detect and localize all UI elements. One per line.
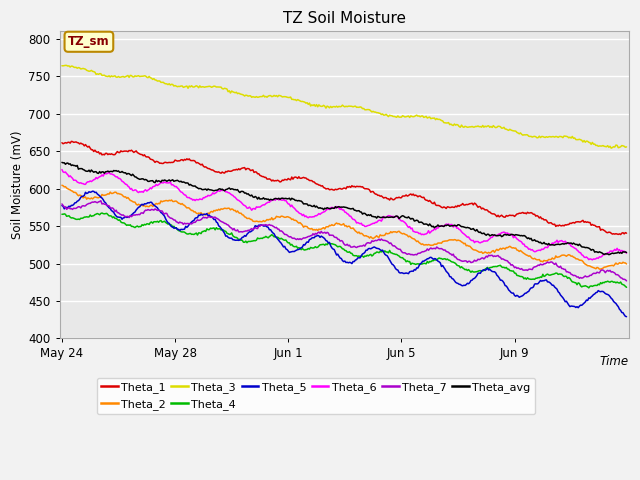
Theta_4 — [235, 237, 243, 243]
Theta_3 — [474, 123, 482, 129]
Theta_2 — [571, 254, 579, 260]
Theta_7 — [235, 229, 243, 235]
Theta_1 — [235, 166, 243, 172]
Theta_avg — [234, 187, 241, 192]
Theta_5 — [89, 188, 97, 194]
Theta_6 — [296, 211, 304, 216]
Theta_6 — [473, 239, 481, 244]
Theta_2 — [234, 208, 241, 214]
Theta_6 — [401, 220, 409, 226]
Theta_1 — [375, 192, 383, 198]
Theta_avg — [605, 252, 612, 258]
Theta_4 — [375, 250, 383, 255]
Theta_1 — [403, 192, 410, 198]
Theta_1 — [58, 140, 66, 145]
Theta_1 — [67, 139, 75, 144]
Theta_2 — [296, 220, 304, 226]
Theta_5 — [298, 245, 305, 251]
Title: TZ Soil Moisture: TZ Soil Moisture — [283, 11, 406, 26]
Theta_6 — [571, 245, 579, 251]
Theta_3 — [623, 144, 630, 150]
Theta_7 — [572, 273, 580, 279]
Theta_3 — [607, 145, 615, 151]
Theta_avg — [623, 250, 630, 255]
Theta_5 — [474, 270, 482, 276]
Theta_6 — [374, 218, 381, 224]
Theta_3 — [298, 98, 305, 104]
Line: Theta_6: Theta_6 — [62, 169, 627, 260]
Text: Time: Time — [600, 355, 629, 368]
Theta_6 — [58, 167, 66, 172]
Theta_2 — [473, 248, 481, 253]
Theta_1 — [623, 230, 630, 236]
Theta_avg — [374, 214, 381, 219]
Theta_7 — [298, 237, 305, 242]
Theta_7 — [403, 251, 410, 256]
Theta_4 — [623, 285, 630, 290]
Theta_7 — [474, 256, 482, 262]
Theta_7 — [375, 236, 383, 242]
Line: Theta_1: Theta_1 — [62, 142, 627, 235]
Theta_6 — [589, 257, 596, 263]
Line: Theta_5: Theta_5 — [62, 191, 627, 317]
Theta_5 — [235, 238, 243, 243]
Theta_5 — [403, 270, 410, 276]
Theta_avg — [571, 241, 579, 247]
Line: Theta_4: Theta_4 — [62, 213, 627, 288]
Theta_2 — [596, 266, 604, 272]
Text: TZ_sm: TZ_sm — [68, 35, 109, 48]
Theta_1 — [572, 219, 580, 225]
Theta_7 — [97, 198, 105, 204]
Line: Theta_avg: Theta_avg — [62, 162, 627, 255]
Line: Theta_2: Theta_2 — [62, 185, 627, 269]
Theta_7 — [58, 201, 66, 207]
Theta_4 — [474, 268, 482, 274]
Theta_avg — [58, 159, 66, 165]
Theta_4 — [98, 210, 106, 216]
Theta_1 — [474, 204, 482, 210]
Theta_4 — [572, 280, 580, 286]
Theta_2 — [374, 234, 381, 240]
Theta_6 — [234, 197, 241, 203]
Theta_4 — [58, 211, 66, 217]
Theta_1 — [617, 232, 625, 238]
Theta_2 — [623, 261, 630, 267]
Theta_2 — [401, 231, 409, 237]
Theta_7 — [623, 278, 630, 284]
Theta_5 — [572, 305, 580, 311]
Y-axis label: Soil Moisture (mV): Soil Moisture (mV) — [11, 131, 24, 239]
Theta_5 — [58, 203, 66, 208]
Theta_1 — [298, 175, 305, 181]
Theta_4 — [403, 259, 410, 264]
Theta_5 — [375, 246, 383, 252]
Theta_4 — [585, 285, 593, 291]
Theta_3 — [235, 90, 243, 96]
Theta_avg — [296, 198, 304, 204]
Theta_3 — [58, 63, 66, 69]
Theta_3 — [375, 110, 383, 116]
Legend: Theta_1, Theta_2, Theta_3, Theta_4, Theta_5, Theta_6, Theta_7, Theta_avg: Theta_1, Theta_2, Theta_3, Theta_4, Thet… — [97, 378, 535, 414]
Theta_3 — [61, 62, 69, 68]
Theta_4 — [298, 247, 305, 252]
Line: Theta_3: Theta_3 — [62, 65, 627, 148]
Theta_2 — [58, 182, 66, 188]
Line: Theta_7: Theta_7 — [62, 201, 627, 281]
Theta_6 — [623, 250, 630, 256]
Theta_3 — [572, 137, 580, 143]
Theta_3 — [403, 114, 410, 120]
Theta_avg — [473, 227, 481, 232]
Theta_5 — [623, 314, 630, 320]
Theta_avg — [401, 214, 409, 220]
